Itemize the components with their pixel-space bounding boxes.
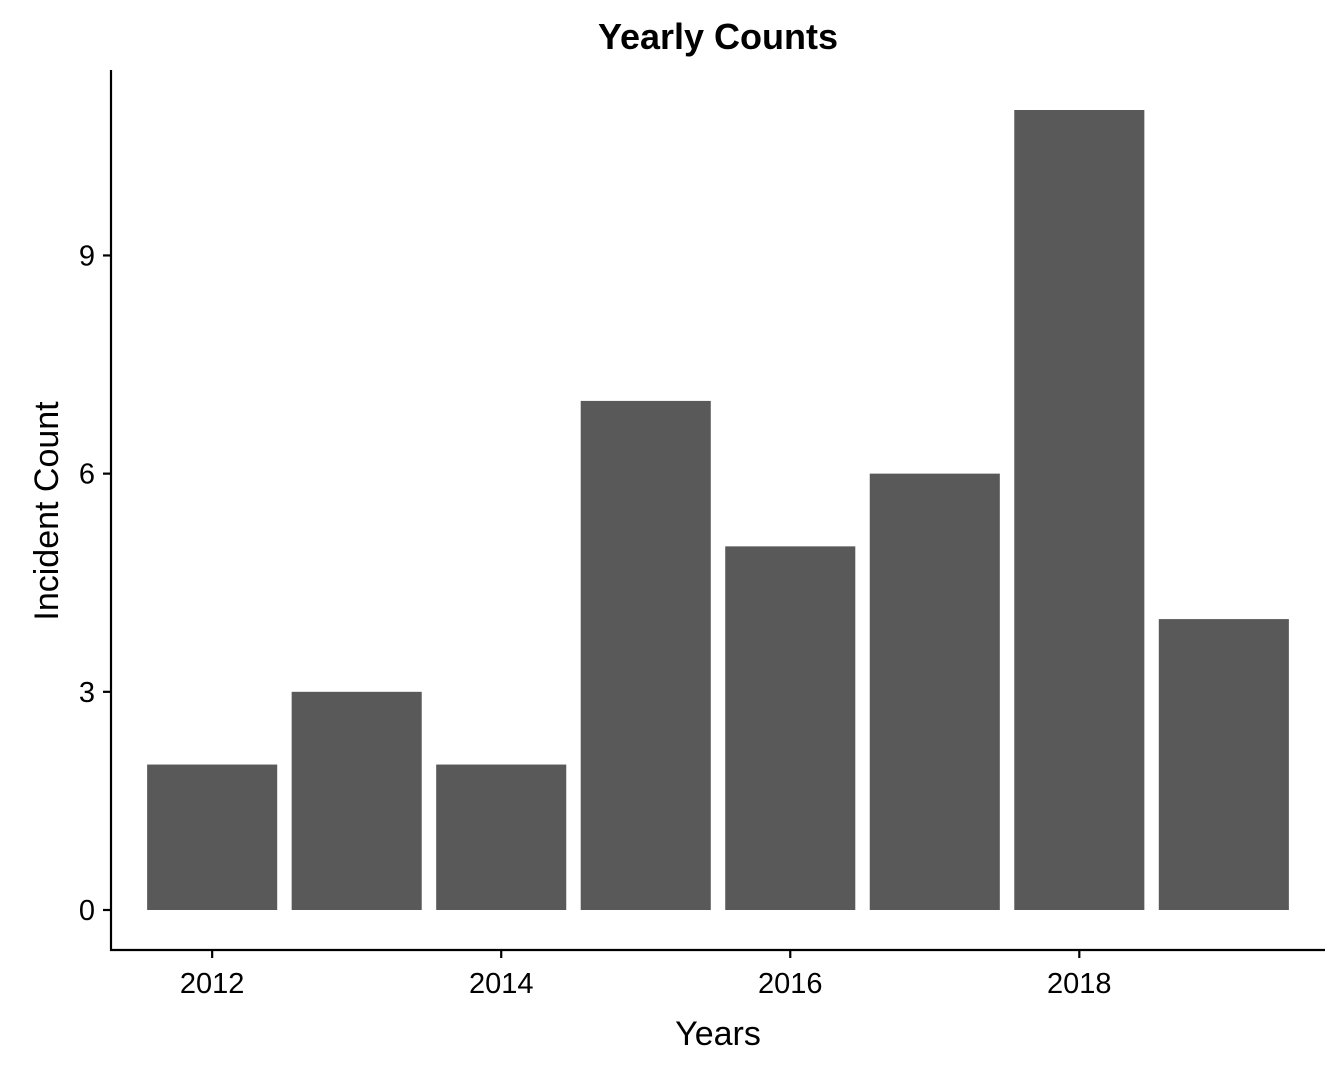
bar-2015 — [580, 400, 711, 910]
x-tick-label: 2016 — [758, 968, 823, 1000]
x-tick-label: 2018 — [1047, 968, 1112, 1000]
bar-group — [147, 110, 1289, 910]
x-tick-label: 2014 — [469, 968, 534, 1000]
x-tick-label: 2012 — [180, 968, 245, 1000]
x-axis-ticks: 2012 2014 2016 2018 — [180, 950, 1112, 1000]
chart-title: Yearly Counts — [598, 16, 838, 57]
bar-2019 — [1158, 619, 1289, 910]
y-tick-label: 0 — [79, 895, 95, 927]
bar-2016 — [725, 546, 856, 910]
bar-2018 — [1014, 110, 1145, 910]
bar-2012 — [147, 764, 278, 910]
y-tick-label: 6 — [79, 459, 95, 491]
y-axis-ticks: 0 3 6 9 — [79, 240, 111, 927]
x-axis-label: Years — [675, 1015, 761, 1053]
bar-2017 — [869, 473, 1000, 910]
y-tick-label: 9 — [79, 240, 95, 272]
bar-2013 — [291, 691, 422, 910]
y-tick-label: 3 — [79, 677, 95, 709]
y-axis-label: Incident Count — [28, 401, 66, 621]
bar-2014 — [436, 764, 567, 910]
